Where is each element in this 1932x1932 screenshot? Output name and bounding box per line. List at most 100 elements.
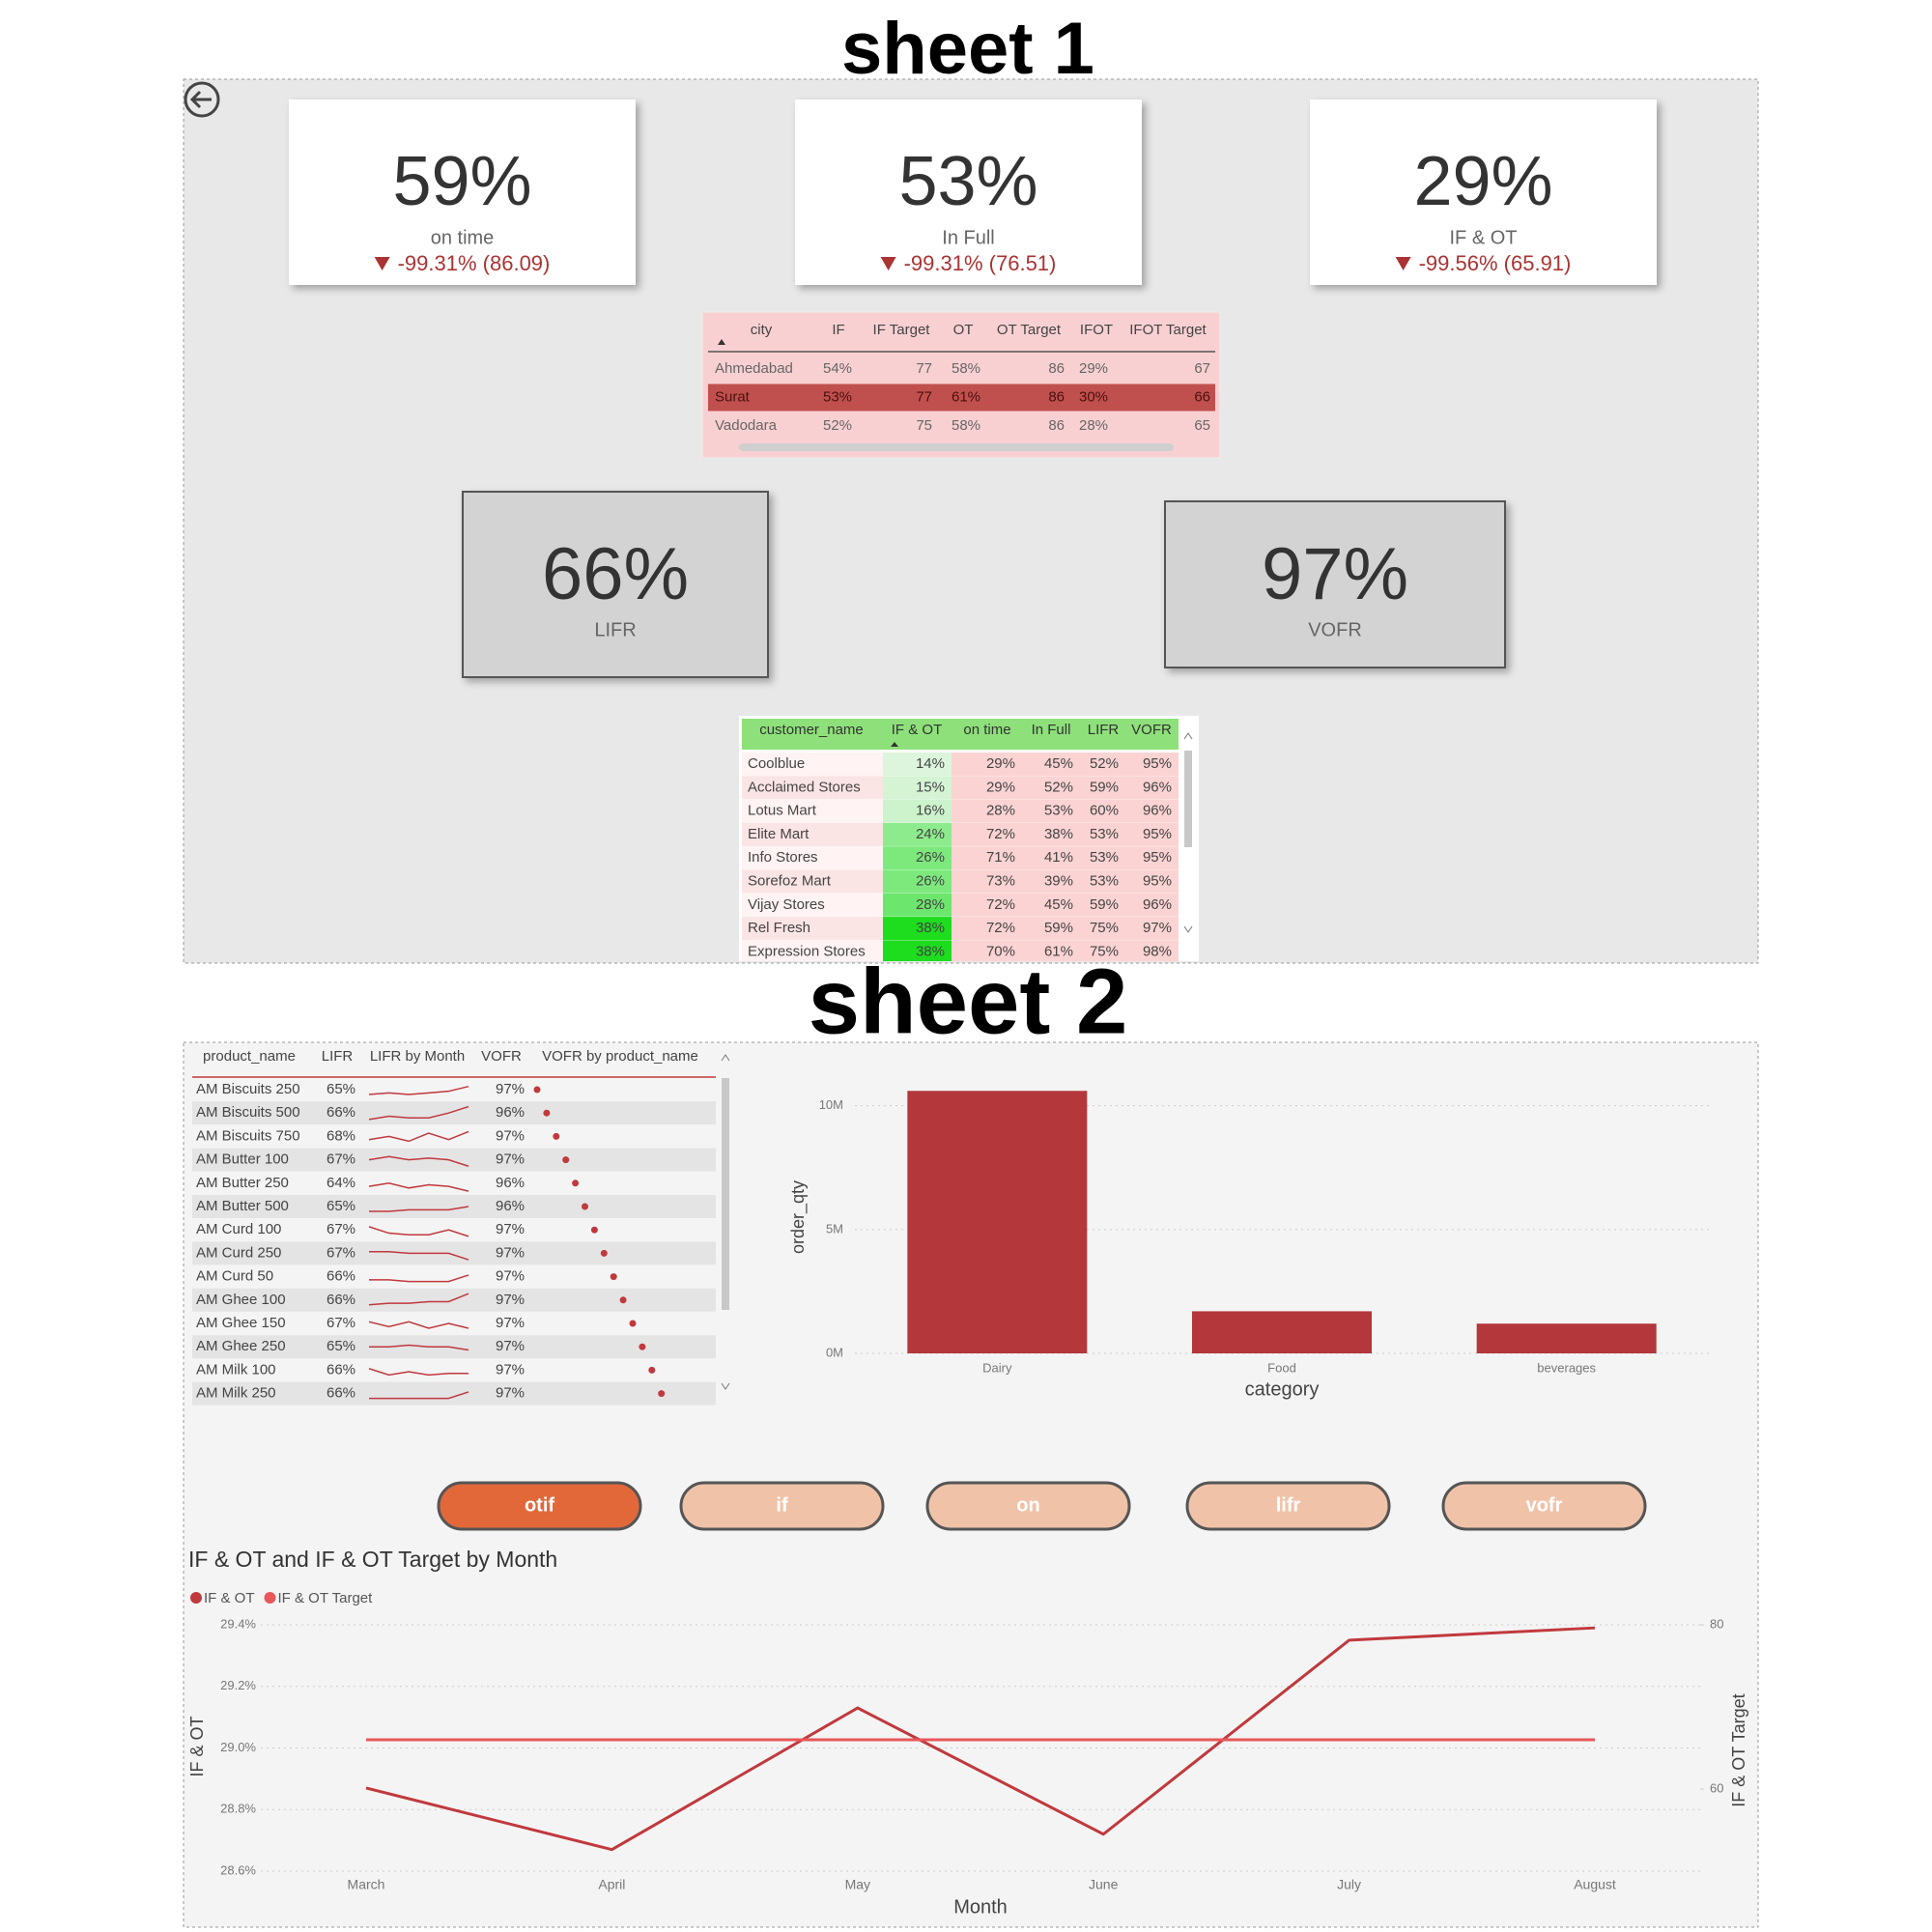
legend-marker [190, 1592, 202, 1604]
table-cell: 67% [327, 1151, 355, 1168]
row-bg [952, 846, 1179, 870]
vofr-dot [582, 1203, 588, 1210]
table-cell: Sorefoz Mart [748, 872, 832, 889]
filter-button[interactable]: vofr [1441, 1481, 1647, 1531]
table-cell: Surat [715, 388, 751, 405]
table-cell: 65% [327, 1338, 355, 1354]
legend-label: IF & OT [204, 1590, 255, 1606]
table-cell: 54% [823, 360, 852, 377]
filter-button[interactable]: otif [437, 1481, 642, 1531]
table-cell: Info Stores [748, 849, 818, 866]
table-header: OT Target [997, 322, 1062, 338]
button-label[interactable]: on [1016, 1494, 1039, 1516]
scroll-down [721, 1382, 730, 1390]
y2-axis-title: IF & OT Target [1729, 1693, 1748, 1806]
table-cell: 29% [986, 779, 1015, 795]
row-bg [742, 753, 883, 776]
table-header: VOFR [1131, 722, 1172, 738]
heat-cell [883, 869, 952, 894]
table-cell: Expression Stores [748, 943, 866, 959]
table-cell: 28% [916, 896, 945, 913]
row-bg [742, 822, 883, 846]
y-tick-label: 0M [826, 1345, 843, 1359]
kpi-value: 29% [1413, 143, 1552, 220]
filter-button[interactable]: if [679, 1481, 885, 1531]
table-cell: Ahmedabad [715, 360, 793, 377]
row-bg [192, 1195, 716, 1218]
table-cell: 45% [1044, 896, 1073, 913]
metric-label: VOFR [1308, 619, 1362, 640]
sparkline [369, 1391, 469, 1400]
row-bg [742, 940, 883, 961]
button-label[interactable]: otif [525, 1494, 554, 1516]
legend-marker [264, 1592, 276, 1604]
sparkline [368, 1130, 469, 1143]
row-bg [192, 1241, 716, 1265]
table-cell: Lotus Mart [748, 803, 817, 819]
row-bg [742, 917, 883, 941]
scroll-down [1183, 925, 1193, 933]
metric-card [1164, 500, 1506, 668]
vofr-dot [658, 1390, 666, 1398]
bar [907, 1091, 1088, 1353]
table-cell: 58% [952, 417, 980, 434]
table-cell: 29% [986, 755, 1015, 772]
table-cell: 97% [496, 1292, 525, 1308]
y-tick-label: 10M [819, 1097, 843, 1112]
row-bg [192, 1312, 716, 1335]
table-cell: 68% [327, 1127, 355, 1144]
heat-cell [883, 917, 952, 941]
heat-cell [883, 753, 952, 776]
table-header: IF & OT [892, 722, 943, 738]
table-cell: 38% [916, 943, 945, 959]
button-label[interactable]: vofr [1526, 1494, 1563, 1516]
table-cell: 96% [1143, 896, 1172, 913]
table-cell: 67% [327, 1221, 355, 1237]
row-bg [952, 917, 1179, 941]
table-cell: 53% [1044, 803, 1073, 819]
table-cell: 75% [1090, 920, 1119, 936]
table-cell: 14% [916, 755, 945, 772]
row-bg [952, 776, 1179, 800]
table-cell: 72% [986, 920, 1015, 936]
row-bg [952, 869, 1179, 894]
back-button[interactable] [184, 81, 220, 118]
table-cell: 66% [327, 1385, 355, 1402]
filter-button[interactable]: lifr [1185, 1481, 1391, 1531]
delta-arrow [374, 257, 390, 270]
table-header: VOFR by product_name [542, 1048, 698, 1065]
vofr-dot [553, 1132, 560, 1140]
button-label[interactable]: if [776, 1494, 788, 1516]
table-cell: 97% [496, 1151, 525, 1168]
button-shape [1185, 1481, 1391, 1531]
x-axis-title: category [1245, 1378, 1320, 1400]
row-bg [952, 799, 1179, 823]
vofr-dot [572, 1179, 580, 1187]
table-cell: AM Curd 100 [196, 1221, 281, 1237]
table-cell: 71% [986, 849, 1015, 866]
row-bg [742, 846, 883, 870]
scrollbar [1184, 751, 1192, 847]
chart-title: IF & OT and IF & OT Target by Month [188, 1547, 557, 1572]
table-cell: Elite Mart [748, 826, 810, 842]
scrollbar [739, 443, 1174, 451]
table-cell: 97% [496, 1081, 525, 1097]
table-cell: Vadodara [715, 417, 778, 434]
kpi-value: 59% [392, 143, 531, 220]
table-cell: 65% [327, 1081, 355, 1097]
y-tick-label: 29.0% [220, 1740, 256, 1754]
button-label[interactable]: lifr [1276, 1494, 1301, 1516]
y-tick-label: 29.2% [220, 1678, 256, 1692]
table-cell: 97% [496, 1268, 525, 1285]
bar [1476, 1323, 1657, 1353]
y-tick-label: 28.6% [220, 1862, 256, 1877]
kpi-label: on time [431, 227, 495, 248]
scroll-up [721, 1054, 730, 1062]
table-cell: 58% [952, 360, 980, 377]
sort-arrow [891, 742, 898, 747]
table-header: IF Target [873, 322, 931, 338]
filter-button[interactable]: on [925, 1481, 1131, 1531]
vofr-dot [639, 1343, 646, 1350]
table-cell: 15% [916, 779, 945, 795]
table-cell: 66% [327, 1361, 355, 1378]
